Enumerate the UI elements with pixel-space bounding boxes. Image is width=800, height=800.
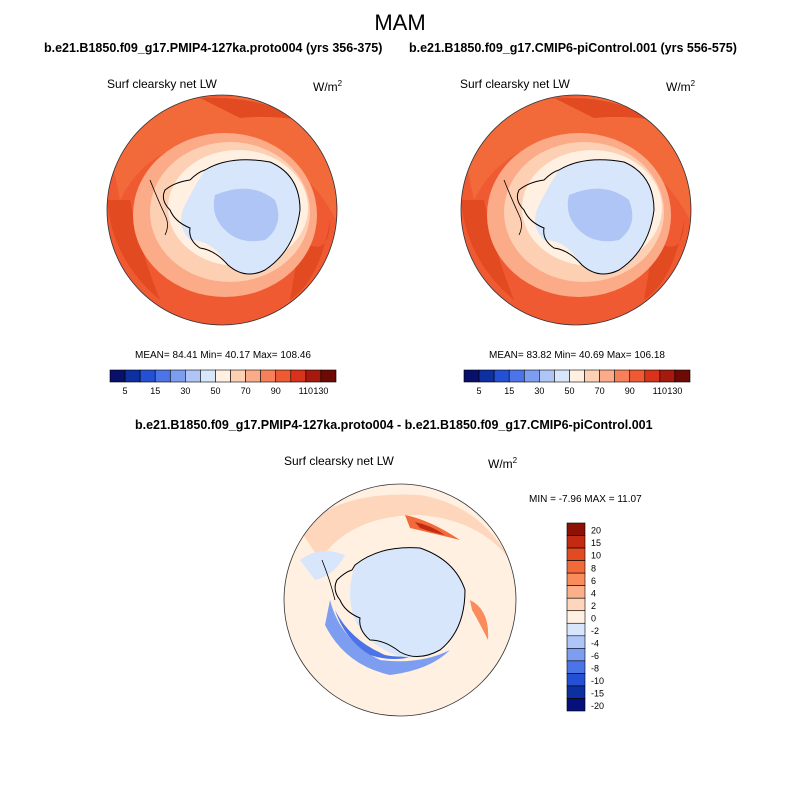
panel2-variable-label: Surf clearsky net LW: [460, 77, 570, 91]
colorbar-box: [169, 369, 186, 383]
colorbar-box: [320, 369, 337, 383]
colorbar-box: [566, 673, 586, 687]
panel1-units: W/m2: [313, 79, 343, 94]
colorbar-box: [478, 369, 495, 383]
diff-map-polar-plot: [284, 484, 516, 716]
diff-variable-label: Surf clearsky net LW: [284, 454, 394, 468]
colorbar-box: [566, 522, 586, 536]
colorbar-tick-label: 15: [591, 538, 601, 548]
colorbar-box: [508, 369, 525, 383]
colorbar-box: [245, 369, 261, 383]
colorbar-tick-label: 2: [591, 601, 596, 611]
panel2-units: W/m2: [666, 79, 696, 94]
colorbar-tick-label: 10: [591, 551, 601, 561]
colorbar-box: [463, 369, 480, 383]
colorbar-box: [569, 369, 585, 383]
colorbar-box: [674, 369, 691, 383]
colorbar-tick-label: 30: [534, 386, 544, 396]
colorbar-box: [566, 547, 586, 561]
colorbar-tick-label: 5: [123, 386, 128, 396]
diff-title: b.e21.B1850.f09_g17.PMIP4-127ka.proto004…: [135, 418, 653, 432]
colorbar-tick-label: 8: [591, 563, 596, 573]
colorbar-tick-label: -15: [591, 689, 604, 699]
map2-polar-plot: [461, 95, 691, 325]
colorbar-box: [566, 648, 586, 662]
colorbar-tick-label: 70: [241, 386, 251, 396]
colorbar-tick-label: -4: [591, 638, 599, 648]
colorbar-box: [566, 685, 586, 699]
colorbar-tick-label: 50: [210, 386, 220, 396]
colorbar-tick-label: 6: [591, 576, 596, 586]
colorbar-box: [215, 369, 231, 383]
colorbar-panel1: 5 15 30 50 70 90 110 130: [109, 369, 337, 396]
colorbar-box: [260, 369, 277, 383]
colorbar-box: [154, 369, 171, 383]
colorbar-panel2: 5 15 30 50 70 90 110 130: [463, 369, 691, 396]
colorbar-box: [566, 635, 586, 649]
colorbar-box: [659, 369, 676, 383]
colorbar-box: [109, 369, 126, 383]
colorbar-box: [200, 369, 216, 383]
colorbar-box: [523, 369, 540, 383]
colorbar-tick-label: 130: [667, 386, 682, 396]
colorbar-box: [644, 369, 661, 383]
colorbar-tick-label: 110: [653, 386, 667, 396]
colorbar-tick-label: 15: [504, 386, 514, 396]
panel1-run-title: b.e21.B1850.f09_g17.PMIP4-127ka.proto004…: [44, 41, 383, 55]
colorbar-tick-label: -2: [591, 626, 599, 636]
colorbar-box: [566, 572, 586, 586]
diff-units: W/m2: [488, 456, 518, 471]
map1-polar-plot: [107, 95, 337, 325]
colorbar-tick-label: 110: [299, 386, 313, 396]
colorbar-box: [493, 369, 510, 383]
panel1-variable-label: Surf clearsky net LW: [107, 77, 217, 91]
colorbar-box: [566, 585, 586, 599]
panel1-stats: MEAN= 84.41 Min= 40.17 Max= 108.46: [135, 350, 311, 361]
colorbar-tick-label: 50: [564, 386, 574, 396]
colorbar-tick-label: 0: [591, 613, 596, 623]
colorbar-box: [124, 369, 141, 383]
colorbar-tick-label: 130: [313, 386, 328, 396]
colorbar-tick-label: 20: [591, 526, 601, 536]
colorbar-box: [185, 369, 201, 383]
colorbar-box: [539, 369, 555, 383]
panel2-run-title: b.e21.B1850.f09_g17.CMIP6-piControl.001 …: [409, 41, 737, 55]
colorbar-tick-label: 5: [477, 386, 482, 396]
panel2-stats: MEAN= 83.82 Min= 40.69 Max= 106.18: [489, 350, 665, 361]
colorbar-tick-label: 90: [271, 386, 281, 396]
colorbar-box: [566, 560, 586, 574]
colorbar-box: [275, 369, 292, 383]
colorbar-box: [230, 369, 246, 383]
colorbar-tick-label: -10: [591, 676, 604, 686]
colorbar-tick-label: 70: [595, 386, 605, 396]
colorbar-box: [139, 369, 156, 383]
diff-stats: MIN = -7.96 MAX = 11.07: [529, 494, 642, 505]
colorbar-tick-label: -6: [591, 651, 599, 661]
colorbar-box: [614, 369, 631, 383]
season-title: MAM: [374, 10, 426, 35]
colorbar-tick-label: -8: [591, 664, 599, 674]
colorbar-tick-label: 4: [591, 588, 596, 598]
colorbar-box: [566, 622, 586, 637]
colorbar-box: [566, 610, 586, 624]
colorbar-box: [599, 369, 615, 383]
colorbar-box: [584, 369, 600, 383]
colorbar-tick-label: 30: [180, 386, 190, 396]
colorbar-box: [566, 535, 586, 549]
colorbar-box: [305, 369, 322, 383]
colorbar-box: [566, 698, 586, 712]
colorbar-box: [290, 369, 307, 383]
colorbar-box: [629, 369, 646, 383]
colorbar-box: [566, 660, 586, 674]
colorbar-tick-label: -20: [591, 701, 604, 711]
colorbar-tick-label: 90: [625, 386, 635, 396]
colorbar-box: [554, 369, 570, 383]
colorbar-tick-label: 15: [150, 386, 160, 396]
colorbar-box: [566, 597, 586, 612]
